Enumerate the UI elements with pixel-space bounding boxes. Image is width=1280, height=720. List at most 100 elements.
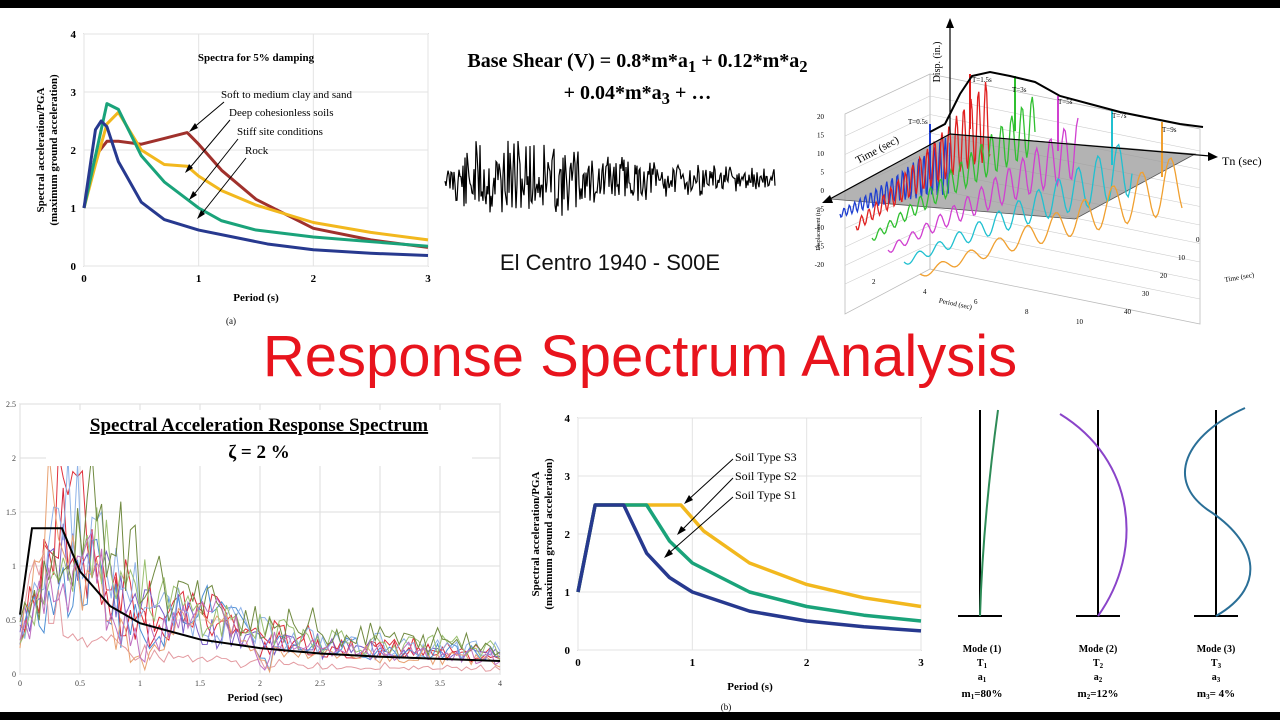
arrow-soil-s1: [667, 496, 734, 555]
3d-period-tick-label: 10: [1076, 318, 1084, 326]
chart-b-x-tick-label: 1: [690, 657, 696, 669]
chart-a-series-group: [82, 102, 429, 258]
mass-symbol: m: [1078, 688, 1087, 700]
annotation-soil-s1: Soil Type S1: [735, 488, 797, 502]
3d-y-tick-label: -15: [815, 243, 825, 251]
mode-2-label: Mode (2): [1079, 644, 1118, 655]
3d-period-tick-label: 6: [974, 298, 978, 306]
period-subscript: 2: [1100, 662, 1104, 670]
3d-period-tick-label: 2: [872, 278, 876, 286]
chart-a-y-tick-label: 3: [71, 87, 77, 99]
chart-c-title: Spectral Acceleration Response Spectrum: [90, 415, 428, 436]
mode-2-period: T2: [1093, 658, 1104, 670]
accel-symbol: a: [978, 672, 983, 683]
chart-spectral-acceleration-2pct: 0 0.5 1 1.5 2 2.5 3 3.5 4 0 0.5 1 1.5 2 2.5 Spectral …: [6, 400, 502, 704]
chart-b-x-tick-label: 0: [575, 657, 581, 669]
chart-b-y-tick-label: 2: [565, 529, 571, 541]
accelerogram-trace: [444, 140, 776, 216]
3d-time-tick-label: Time (sec): [1224, 271, 1255, 284]
3d-y-tick-label: 20: [817, 113, 825, 121]
mass-symbol: m: [1197, 688, 1206, 700]
chart-b-gridlines: [577, 417, 922, 651]
mode-2: [1059, 410, 1128, 617]
chart-c-y-ticks: 0 0.5 1 1.5 2 2.5: [6, 400, 16, 679]
arrow-soft-clay: [191, 101, 225, 130]
chart-c-y-tick-label: 1: [12, 562, 16, 571]
mode-2-mass: m2=12%: [1078, 688, 1119, 701]
chart-c-record-spectra: [19, 452, 501, 674]
3d-time-tick-label: 20: [1160, 272, 1168, 280]
arrow-deep-soil: [187, 119, 231, 171]
3d-y-tick-label: -20: [815, 261, 825, 269]
base-shear-formula: Base Shear (V) = 0.8*m*a1 + 0.12*m*a2 + …: [430, 48, 845, 112]
mode-1-period: T1: [977, 658, 988, 670]
3d-gridline: [844, 95, 931, 137]
el-centro-caption: El Centro 1940 - S00E: [499, 250, 721, 275]
chart-c-x-tick-label: 0: [18, 679, 22, 688]
chart-a-x-tick-label: 1: [196, 273, 202, 285]
chart-a-series-stiff-site: [82, 102, 429, 248]
formula-sub: 3: [661, 89, 670, 108]
chart-c-y-tick-label: 1.5: [6, 508, 16, 517]
accel-subscript: 1: [983, 676, 987, 684]
mass-subscript: 3: [1206, 693, 1210, 701]
arrowhead-soft-clay: [189, 123, 198, 132]
chart-c-x-tick-label: 3: [378, 679, 382, 688]
chart-c-x-tick-label: 0.5: [75, 679, 85, 688]
chart-b-x-tick-label: 2: [804, 657, 810, 669]
chart-a-spectra-5pct-damping: 0 1 2 3 0 1 2 3 4 Spectra for 5% damping Period…: [35, 29, 431, 326]
formula-sub: 1: [687, 57, 697, 76]
3d-y-tick-label: 5: [821, 169, 825, 177]
chart-a-ylabel-line2: (maximum ground acceleration): [48, 74, 60, 226]
chart-c-x-tick-label: 2: [258, 679, 262, 688]
slide-title: Response Spectrum Analysis: [262, 324, 1018, 389]
3d-tn-axis: [949, 133, 1211, 157]
accel-subscript: 2: [1099, 676, 1103, 684]
chart-a-x-tick-label: 2: [311, 273, 317, 285]
mode-3-mass: m3= 4%: [1197, 688, 1235, 701]
chart-b-x-ticks: 0 1 2 3: [575, 657, 924, 669]
mass-value: = 4%: [1210, 688, 1236, 700]
3d-y-tick-label: 10: [817, 150, 825, 158]
annotation-soil-s2: Soil Type S2: [735, 469, 797, 483]
base-shear-line2: + 0.04*m*a3 + …: [430, 80, 845, 112]
3d-y-tick-label: -10: [815, 224, 825, 232]
chart-c-y-tick-label: 0: [12, 670, 16, 679]
mode-3-shape: [1184, 407, 1252, 617]
arrow-soil-s3: [687, 458, 734, 501]
chart-b-y-ticks: 0 1 2 3 4: [565, 413, 571, 657]
arrowhead-soil-s3: [684, 495, 693, 504]
3d-xlabel: Period (sec): [938, 297, 973, 312]
chart-b-soil-types: 0 1 2 3 0 1 2 3 4 Period (s) (b) Spectral accel…: [530, 413, 924, 712]
chart-b-y-tick-label: 4: [565, 413, 571, 425]
3d-time-ticks: 0 10 20 30 40: [1124, 236, 1200, 316]
mode-3-period: T3: [1211, 658, 1222, 670]
accel-subscript: 3: [1217, 676, 1221, 684]
arrow-rock: [199, 157, 247, 217]
3d-wave-trace: [919, 157, 1183, 277]
3d-disp-axis-label: Disp. (in.): [932, 42, 943, 83]
mode-2-accel: a2: [1094, 672, 1103, 684]
chart-a-y-ticks: 0 1 2 3 4: [71, 29, 77, 273]
chart-a-ylabel-line1: Spectral acceleration/PGA: [35, 87, 47, 212]
3d-gridline: [844, 225, 931, 266]
chart-c-record-series: [19, 530, 501, 671]
chart-b-caption: (b): [721, 702, 732, 712]
chart-a-series-deep-soil: [82, 110, 429, 242]
mode-1: [958, 409, 1002, 617]
mass-value: =12%: [1090, 688, 1118, 700]
3d-peak-label: T=5s: [1058, 98, 1073, 106]
chart-a-series-rock: [82, 119, 429, 258]
3d-wave-trace: [887, 117, 1079, 254]
3d-gridline: [844, 132, 931, 174]
chart-c-y-tick-label: 2: [12, 454, 16, 463]
formula-sub: 2: [799, 57, 808, 76]
chart-b-series-group: [576, 503, 922, 633]
chart-b-annotations: Soil Type S3 Soil Type S2 Soil Type S1: [664, 450, 797, 558]
3d-period-tick-label: 4: [923, 288, 927, 296]
arrowhead-soil-s2: [677, 526, 686, 535]
3d-gridline: [929, 206, 1201, 263]
3d-time-tick-label: 40: [1124, 308, 1132, 316]
3d-gridline: [929, 225, 1201, 281]
annotation-soft-clay: Soft to medium clay and sand: [221, 89, 353, 101]
